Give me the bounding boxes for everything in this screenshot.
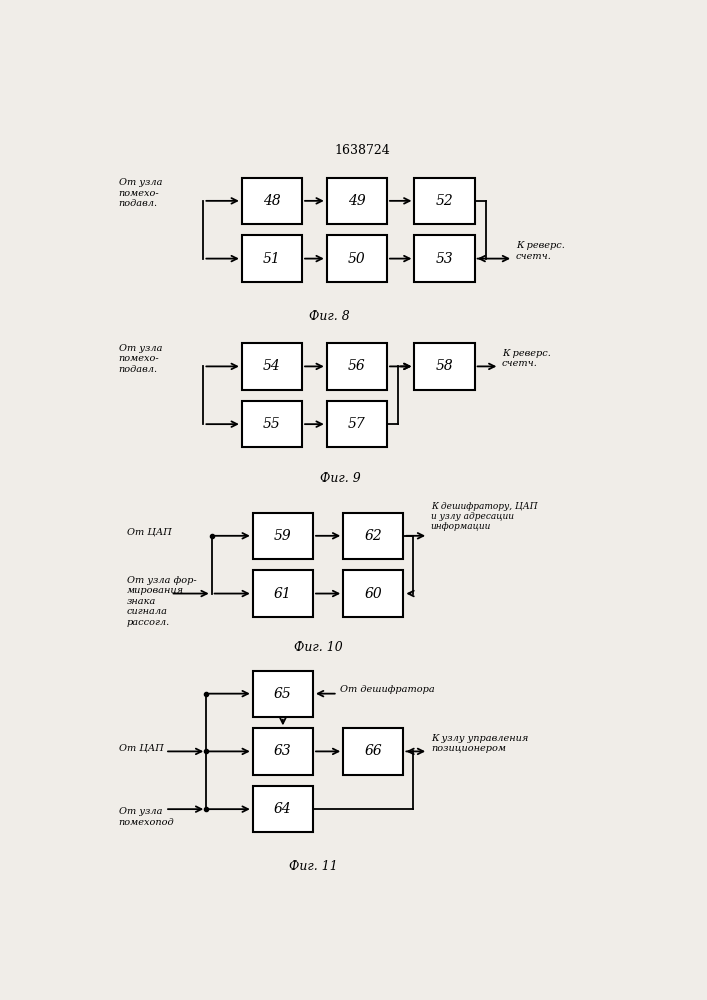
- Text: 51: 51: [263, 252, 281, 266]
- Bar: [327, 343, 387, 389]
- Text: 60: 60: [364, 587, 382, 601]
- Bar: [414, 178, 474, 224]
- Bar: [343, 513, 404, 559]
- Text: 56: 56: [348, 359, 366, 373]
- Text: 66: 66: [364, 744, 382, 758]
- Text: К реверс.
счетч.: К реверс. счетч.: [502, 349, 551, 368]
- Bar: [242, 401, 302, 447]
- Text: От узла
помехопод: От узла помехопод: [119, 807, 174, 827]
- Bar: [327, 235, 387, 282]
- Text: 57: 57: [348, 417, 366, 431]
- Bar: [242, 178, 302, 224]
- Text: От узла
помехо-
подавл.: От узла помехо- подавл.: [119, 178, 162, 208]
- Bar: [253, 728, 313, 774]
- Text: Фиг. 10: Фиг. 10: [294, 641, 343, 654]
- Text: 50: 50: [348, 252, 366, 266]
- Bar: [242, 343, 302, 389]
- Text: От узла
помехо-
подавл.: От узла помехо- подавл.: [119, 344, 162, 374]
- Text: 54: 54: [263, 359, 281, 373]
- Text: 49: 49: [348, 194, 366, 208]
- Text: 63: 63: [274, 744, 292, 758]
- Bar: [343, 728, 404, 774]
- Bar: [253, 786, 313, 832]
- Text: 55: 55: [263, 417, 281, 431]
- Text: От дешифратора: От дешифратора: [341, 685, 436, 694]
- Text: От ЦАП: От ЦАП: [127, 527, 172, 536]
- Text: От ЦАП: От ЦАП: [119, 743, 163, 752]
- Text: 65: 65: [274, 687, 292, 701]
- Text: 53: 53: [436, 252, 453, 266]
- Bar: [343, 570, 404, 617]
- Text: К дешифратору, ЦАП
и узлу адресации
информации: К дешифратору, ЦАП и узлу адресации инфо…: [431, 502, 537, 531]
- Text: 48: 48: [263, 194, 281, 208]
- Bar: [253, 570, 313, 617]
- Bar: [253, 513, 313, 559]
- Text: 1638724: 1638724: [334, 144, 390, 157]
- Bar: [327, 401, 387, 447]
- Text: К реверс.
счетч.: К реверс. счетч.: [516, 241, 565, 261]
- Bar: [414, 343, 474, 389]
- Text: Фиг. 8: Фиг. 8: [309, 310, 350, 323]
- Text: 62: 62: [364, 529, 382, 543]
- Text: 58: 58: [436, 359, 453, 373]
- Text: 61: 61: [274, 587, 292, 601]
- Bar: [253, 671, 313, 717]
- Text: От узла фор-
мирования
знака
сигнала
рассогл.: От узла фор- мирования знака сигнала рас…: [127, 576, 197, 627]
- Bar: [414, 235, 474, 282]
- Text: 64: 64: [274, 802, 292, 816]
- Text: 59: 59: [274, 529, 292, 543]
- Text: Фиг. 9: Фиг. 9: [320, 472, 361, 485]
- Bar: [242, 235, 302, 282]
- Text: К узлу управления
позиционером: К узлу управления позиционером: [431, 734, 528, 753]
- Text: Фиг. 11: Фиг. 11: [288, 860, 337, 873]
- Text: 52: 52: [436, 194, 453, 208]
- Bar: [327, 178, 387, 224]
